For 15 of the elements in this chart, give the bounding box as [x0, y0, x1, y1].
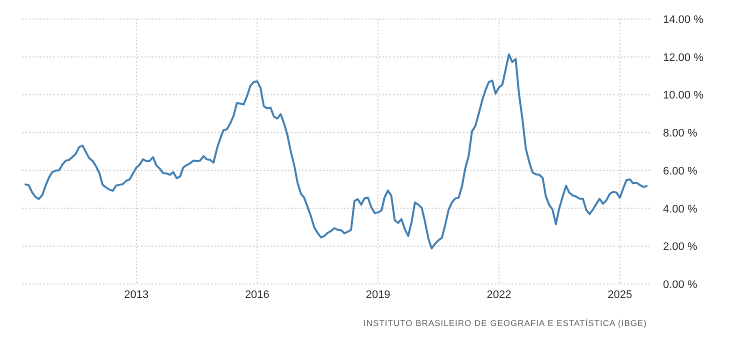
x-tick-label: 2013	[124, 289, 149, 301]
x-tick-label: 2016	[244, 289, 270, 301]
y-tick-label: 0.00 %	[663, 279, 698, 291]
y-tick-label: 4.00 %	[663, 203, 698, 216]
text: INSTITUTO BRASILEIRO DE GEOGRAFIA E ESTATÍSTICA (IBGE)	[364, 318, 647, 328]
y-tick-label: 10.00 %	[663, 90, 704, 102]
line-series	[24, 53, 648, 250]
y-tick-label: 6.00 %	[663, 165, 698, 178]
y-tick-label: 2.00 %	[663, 241, 698, 254]
y-tick-label: 14.00 %	[663, 14, 704, 26]
y-tick-label: 8.00 %	[663, 128, 698, 140]
x-tick-label: 2019	[366, 289, 390, 301]
x-tick-label: 2025	[608, 289, 632, 301]
y-tick-label: 12.00 %	[663, 52, 704, 64]
x-tick-label: 2022	[486, 289, 512, 301]
